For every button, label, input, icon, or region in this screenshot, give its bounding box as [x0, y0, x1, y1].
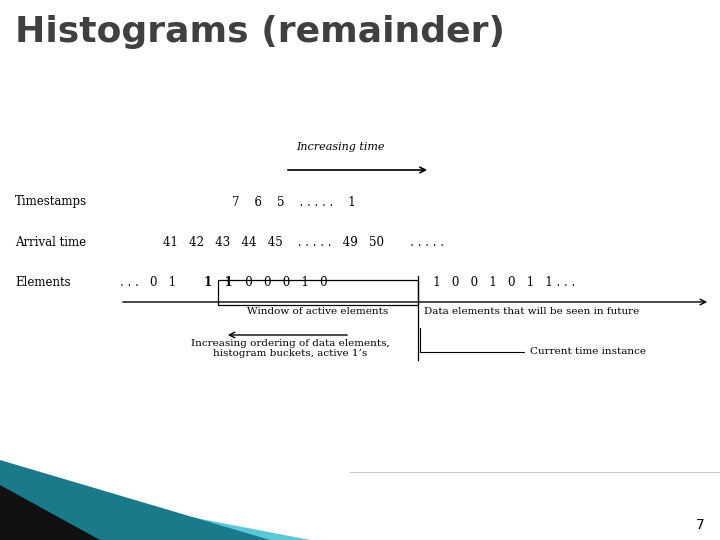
Text: Timestamps: Timestamps	[15, 195, 87, 208]
Text: Increasing ordering of data elements,
histogram buckets, active 1’s: Increasing ordering of data elements, hi…	[191, 339, 390, 359]
Text: Arrival time: Arrival time	[15, 235, 86, 248]
Text: Elements: Elements	[15, 275, 71, 288]
Text: 7    6    5    . . . . .    1: 7 6 5 . . . . . 1	[232, 195, 356, 208]
Text: 0   0   0   1   0: 0 0 0 1 0	[234, 275, 328, 288]
Text: . . .   0   1: . . . 0 1	[120, 275, 187, 288]
Polygon shape	[0, 480, 310, 540]
Text: Window of active elements: Window of active elements	[248, 307, 389, 316]
Bar	[218, 280, 418, 305]
Polygon shape	[0, 485, 100, 540]
Text: 7: 7	[696, 518, 705, 532]
Text: Current time instance: Current time instance	[420, 328, 646, 356]
Text: 1   1: 1 1	[204, 275, 233, 288]
Text: 41   42   43   44   45    . . . . .   49   50       . . . . .: 41 42 43 44 45 . . . . . 49 50 . . . . .	[163, 235, 444, 248]
Text: 1   0   0   1   0   1   1 . . .: 1 0 0 1 0 1 1 . . .	[422, 275, 575, 288]
Text: Histograms (remainder): Histograms (remainder)	[15, 15, 505, 49]
Polygon shape	[0, 460, 270, 540]
Text: Increasing time: Increasing time	[296, 142, 384, 152]
Text: Data elements that will be seen in future: Data elements that will be seen in futur…	[424, 307, 639, 316]
